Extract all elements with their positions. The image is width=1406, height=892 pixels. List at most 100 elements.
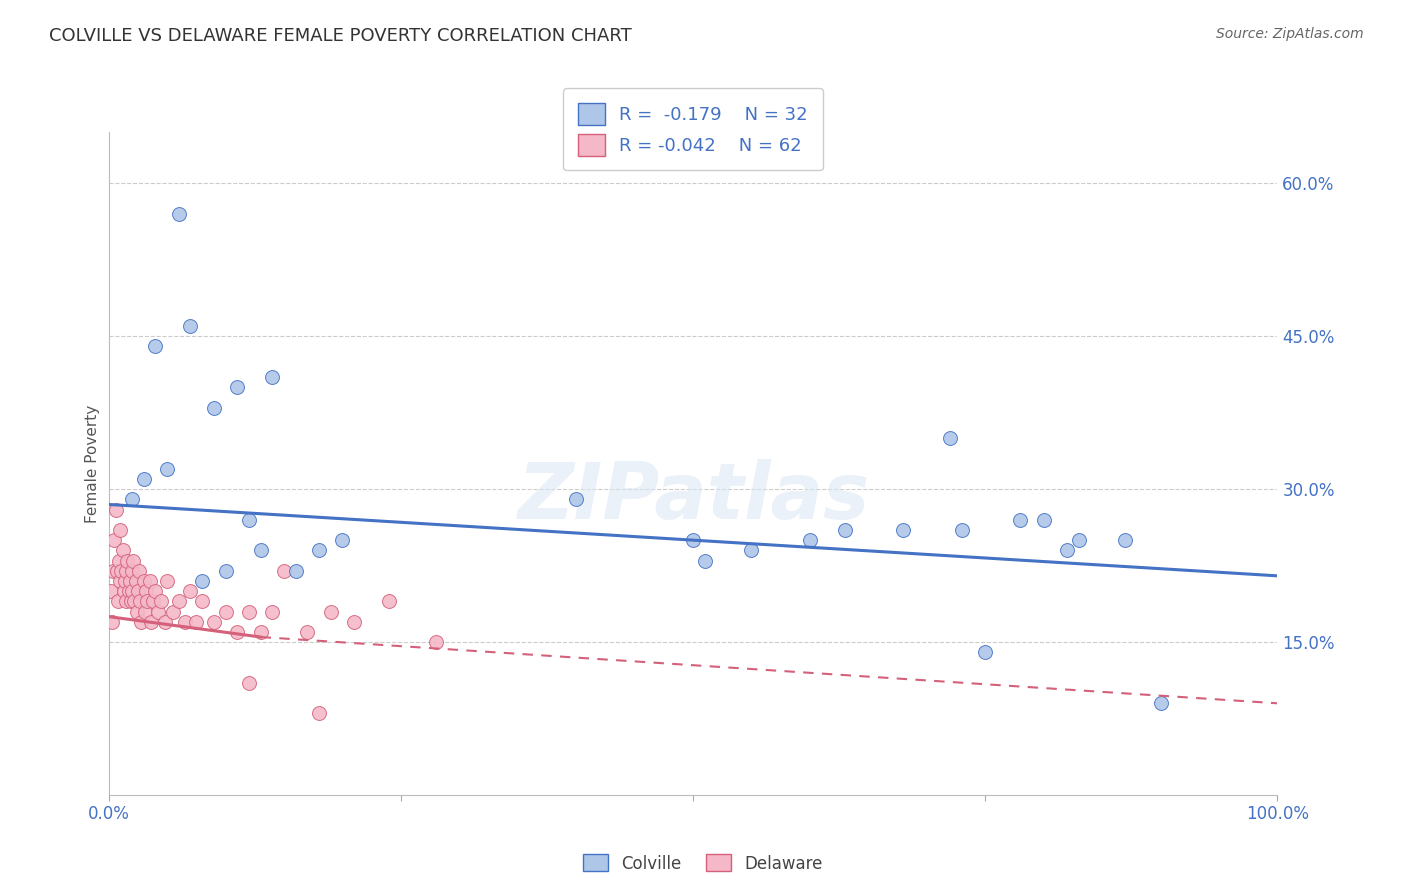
Point (974, 645, 997, 659)
Point (145, 584, 167, 599)
Point (693, 553, 716, 567)
Point (156, 462, 179, 476)
Point (1149, 696, 1171, 710)
Point (238, 605, 260, 619)
Point (378, 594, 401, 608)
Point (124, 594, 146, 608)
Point (135, 584, 157, 599)
Point (139, 615, 162, 629)
Point (120, 594, 142, 608)
Point (129, 594, 152, 608)
Point (332, 533, 354, 548)
Point (107, 594, 129, 608)
Point (262, 605, 284, 619)
Point (128, 564, 150, 578)
Point (893, 523, 915, 537)
Point (202, 615, 225, 629)
Point (179, 318, 201, 333)
Point (111, 543, 134, 558)
Point (284, 564, 307, 578)
Legend: Colville, Delaware: Colville, Delaware (576, 847, 830, 880)
Point (173, 615, 195, 629)
Point (117, 584, 139, 599)
Point (191, 574, 214, 588)
Point (238, 513, 260, 527)
Point (319, 605, 342, 619)
Point (114, 574, 136, 588)
Point (834, 523, 856, 537)
Point (104, 502, 127, 516)
Point (131, 615, 153, 629)
Point (153, 615, 176, 629)
Point (950, 523, 973, 537)
Point (110, 574, 132, 588)
Point (202, 401, 225, 415)
Point (132, 472, 155, 486)
Point (214, 605, 236, 619)
Point (167, 207, 190, 221)
Point (136, 594, 159, 608)
Point (121, 584, 143, 599)
Point (682, 533, 704, 548)
Point (127, 584, 149, 599)
Point (308, 706, 330, 721)
Point (105, 564, 128, 578)
Point (145, 339, 167, 353)
Point (115, 594, 138, 608)
Point (108, 553, 131, 567)
Point (150, 594, 173, 608)
Point (179, 584, 201, 599)
Point (110, 564, 132, 578)
Point (121, 492, 143, 507)
Point (101, 615, 124, 629)
Y-axis label: Female Poverty: Female Poverty (86, 405, 100, 523)
Point (308, 543, 330, 558)
Point (226, 380, 249, 394)
Point (740, 543, 762, 558)
Point (249, 624, 271, 639)
Point (214, 564, 236, 578)
Point (118, 574, 141, 588)
Point (1114, 533, 1136, 548)
Point (1032, 513, 1054, 527)
Text: COLVILLE VS DELAWARE FEMALE POVERTY CORRELATION CHART: COLVILLE VS DELAWARE FEMALE POVERTY CORR… (49, 27, 631, 45)
Point (110, 523, 132, 537)
Point (226, 624, 249, 639)
Point (162, 605, 184, 619)
Point (115, 564, 138, 578)
Text: ZIPatlas: ZIPatlas (517, 458, 869, 535)
Point (1010, 513, 1032, 527)
Text: Source: ZipAtlas.com: Source: ZipAtlas.com (1216, 27, 1364, 41)
Point (103, 564, 125, 578)
Legend: R =  -0.179    N = 32, R = -0.042    N = 62: R = -0.179 N = 32, R = -0.042 N = 62 (564, 88, 823, 170)
Point (343, 615, 366, 629)
Point (1067, 533, 1090, 548)
Point (122, 553, 145, 567)
Point (121, 564, 143, 578)
Point (186, 615, 208, 629)
Point (138, 574, 160, 588)
Point (238, 676, 260, 690)
Point (167, 594, 190, 608)
Point (103, 533, 125, 548)
Point (249, 543, 271, 558)
Point (134, 605, 156, 619)
Point (146, 605, 169, 619)
Point (273, 564, 295, 578)
Point (125, 605, 148, 619)
Point (1056, 543, 1078, 558)
Point (939, 431, 962, 445)
Point (191, 594, 214, 608)
Point (297, 624, 319, 639)
Point (124, 574, 146, 588)
Point (262, 370, 284, 384)
Point (425, 635, 447, 649)
Point (565, 492, 588, 507)
Point (117, 553, 139, 567)
Point (799, 533, 821, 548)
Point (100, 584, 122, 599)
Point (142, 594, 165, 608)
Point (112, 584, 135, 599)
Point (132, 574, 155, 588)
Point (156, 574, 179, 588)
